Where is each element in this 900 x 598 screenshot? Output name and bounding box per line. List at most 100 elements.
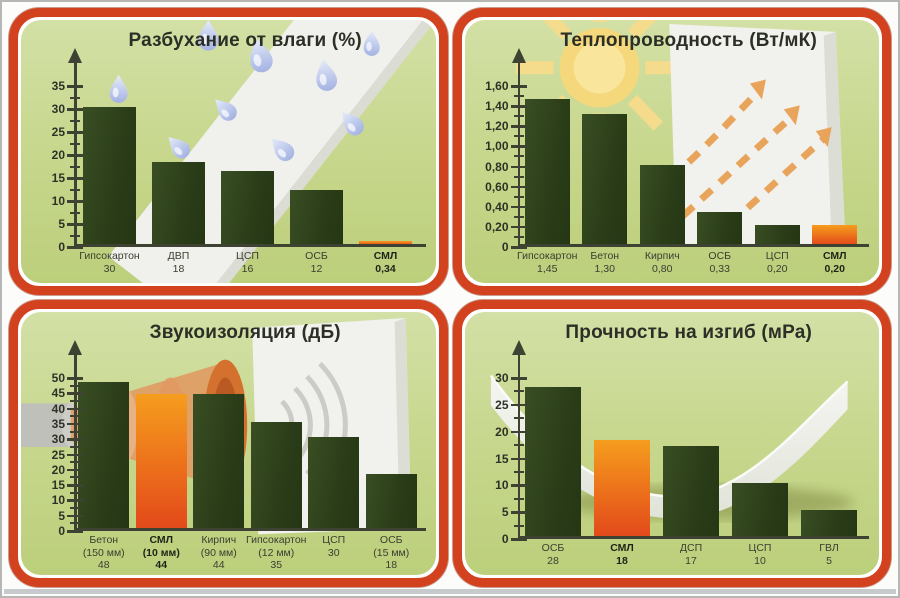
scan-edge-band	[4, 589, 896, 594]
category-label: ОСБ 28	[541, 542, 565, 567]
category-label: Гипсокартон 1,45	[517, 250, 578, 275]
y-tick-label: 30	[51, 102, 65, 116]
y-tick-label: 0,60	[485, 179, 509, 194]
bar	[639, 164, 685, 245]
y-tick-minor	[70, 384, 80, 387]
category-label: Бетон 1,30	[590, 250, 620, 275]
y-tick-label: 25	[51, 125, 65, 139]
category-label: Кирпич 0,80	[644, 250, 680, 275]
y-tick-minor	[70, 522, 80, 525]
y-tick-minor	[513, 175, 524, 178]
y-tick	[510, 105, 527, 108]
y-tick	[510, 185, 527, 189]
y-tick-label: 15	[51, 171, 65, 185]
y-axis-arrow	[68, 48, 82, 63]
y-tick-minor	[513, 95, 524, 98]
y-tick-label: 25	[495, 397, 509, 412]
y-tick-minor	[70, 476, 80, 479]
category-label: СМЛ 0,34	[373, 250, 398, 275]
y-tick-label: 0	[501, 532, 509, 546]
y-tick-label: 1,40	[485, 99, 509, 114]
bar	[359, 241, 412, 245]
category-labels: ОСБ 28 СМЛ 18 ДСП 17 ЦСП 10 ГВЛ 5	[519, 542, 864, 575]
y-tick-label: 0,40	[485, 199, 509, 214]
y-axis	[517, 61, 520, 247]
y-tick-label: 0,80	[485, 159, 509, 174]
y-tick-minor	[70, 188, 80, 191]
category-label: Гипсокартон (12 мм) 35	[246, 534, 307, 571]
category-labels: Бетон (150 мм) 48 СМЛ (10 мм) 44 Кирпич (90 мм)…	[75, 534, 420, 575]
y-axis-arrow	[68, 340, 82, 355]
panel-bending-strength: Прочность на изгиб (мРа) 0 5 10 15 20 25 30 ОСБ…	[452, 300, 891, 587]
plot-area: 0 0,20 0,40 0,60 0,80 1,00 1,20 1,40 1,60 Гипсока…	[485, 48, 869, 275]
category-label: Бетон (150 мм) 48	[82, 534, 125, 571]
bar	[697, 211, 743, 245]
y-tick-minor	[70, 399, 80, 402]
y-tick	[67, 484, 83, 487]
bar	[732, 483, 788, 537]
chart-title: Теплопроводность (Вт/мК)	[560, 30, 817, 51]
y-tick-label: 30	[495, 371, 509, 385]
y-tick-minor	[70, 119, 80, 122]
bar	[290, 189, 343, 245]
y-tick-minor	[513, 235, 524, 238]
y-tick-label: 45	[51, 386, 65, 401]
y-tick	[67, 377, 83, 380]
y-axis	[74, 353, 77, 531]
chart-title: Звукоизоляция (дБ)	[149, 322, 341, 343]
x-axis	[75, 528, 426, 531]
category-label: СМЛ 0,20	[822, 250, 847, 275]
y-tick	[67, 468, 83, 472]
y-tick-minor	[70, 142, 80, 145]
panel-inner: Звукоизоляция (дБ) 0 5 10 15 20 25 30 35 40 45 50 Б…	[21, 312, 436, 575]
bar	[221, 171, 274, 245]
bar	[365, 473, 417, 529]
y-tick	[510, 377, 527, 380]
bar	[193, 394, 245, 529]
chart-title: Прочность на изгиб (мРа)	[565, 322, 813, 343]
y-tick	[67, 108, 83, 111]
panel-inner: Теплопроводность (Вт/мК) 0 0,20 0,40 0,60 0,…	[464, 20, 879, 283]
bar	[594, 440, 650, 537]
plot-area: 0 5 10 15 20 25 30 35 40 45 50 Бетон (150 мм) 48 СМЛ (1…	[52, 340, 426, 571]
panel-moisture-swelling: Разбухание от влаги (%) 0 5 10 15 20 25 30 35 Ги…	[9, 8, 448, 295]
y-tick-minor	[70, 96, 80, 99]
y-tick	[510, 85, 527, 88]
y-tick	[510, 205, 527, 209]
y-tick	[67, 453, 83, 456]
category-label: ОСБ (15 мм) 18	[373, 534, 410, 571]
y-tick	[67, 514, 83, 518]
y-tick	[67, 177, 83, 180]
bar	[152, 162, 205, 245]
y-tick-minor	[513, 135, 524, 138]
plot-area: 0 5 10 15 20 25 30 ОСБ 28 СМЛ 18 ДСП 17 ЦСП 10 ГВЛ 5	[495, 340, 869, 567]
y-axis-arrow	[511, 48, 526, 63]
y-tick	[510, 145, 527, 148]
category-labels: Гипсокартон 30 ДВП 18 ЦСП 16 ОСБ 12 СМЛ 0,34	[75, 250, 420, 283]
x-axis	[75, 244, 426, 247]
y-tick	[510, 430, 527, 434]
bar	[83, 107, 136, 245]
category-label: Кирпич (90 мм) 44	[200, 534, 237, 571]
y-tick-label: 40	[51, 401, 65, 416]
category-label: ОСБ 12	[305, 250, 328, 275]
chart-title: Разбухание от влаги (%)	[128, 30, 362, 51]
y-tick-minor	[70, 461, 80, 464]
panel-inner: Прочность на изгиб (мРа) 0 5 10 15 20 25 30 ОСБ…	[464, 312, 879, 575]
category-label: ДСП 17	[679, 542, 703, 567]
y-tick	[67, 131, 83, 134]
y-tick-minor	[513, 390, 524, 393]
plot-area: 0 5 10 15 20 25 30 35 Гипсокартон 30 ДВП 18 ЦСП 16 ОСБ…	[52, 48, 426, 275]
bar	[308, 437, 360, 529]
y-tick	[510, 225, 527, 229]
y-tick	[67, 85, 83, 88]
category-label: ОСБ 0,33	[708, 250, 732, 275]
y-tick-minor	[70, 211, 80, 214]
bar	[754, 224, 800, 245]
y-tick-label: 10	[51, 194, 65, 208]
y-tick	[510, 538, 527, 541]
y-tick-label: 25	[51, 447, 65, 462]
y-tick-label: 50	[51, 371, 65, 385]
y-tick-label: 5	[58, 217, 65, 231]
y-tick-label: 30	[51, 432, 65, 447]
